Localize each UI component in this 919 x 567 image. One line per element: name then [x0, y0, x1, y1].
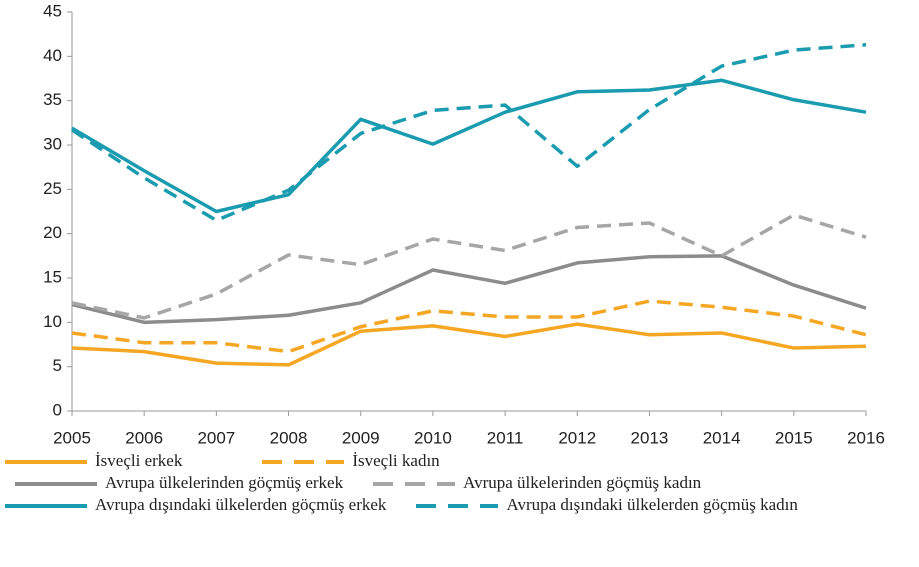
y-tick-label: 35: [43, 90, 62, 109]
legend-item: Avrupa ülkelerinden göçmüş erkek: [5, 473, 343, 492]
legend-item: İsveçli kadın: [182, 451, 440, 470]
legend-label: İsveçli erkek: [95, 451, 183, 470]
y-tick-label: 10: [43, 312, 62, 331]
legend-row: Avrupa dışındaki ülkelerden göçmüş erkek…: [5, 494, 917, 516]
y-tick-label: 25: [43, 179, 62, 198]
x-tick-label: 2012: [558, 428, 596, 447]
legend: İsveçli erkek İsveçli kadın Avrupa ülkeler…: [5, 450, 917, 516]
legend-row: Avrupa ülkelerinden göçmüş erkek Avrupa ü…: [5, 472, 917, 494]
series-line: [71, 78, 867, 214]
y-tick-label: 30: [43, 134, 62, 153]
x-tick-label: 2008: [270, 428, 308, 447]
x-tick-label: 2011: [487, 428, 524, 447]
y-tick-label: 45: [43, 1, 62, 20]
series-line: [71, 213, 867, 320]
legend-swatch: [416, 504, 499, 509]
y-tick-label: 20: [43, 223, 62, 242]
x-tick-label: 2005: [53, 428, 91, 447]
y-tick-label: 40: [43, 46, 62, 65]
legend-label: Avrupa dışındaki ülkelerden göçmüş kadın: [506, 495, 798, 514]
legend-swatch: [15, 482, 97, 487]
x-tick-label: 2009: [342, 428, 380, 447]
legend-label: Avrupa ülkelerinden göçmüş kadın: [463, 473, 702, 492]
legend-label: Avrupa ülkelerinden göçmüş erkek: [105, 473, 344, 492]
x-tick-label: 2007: [197, 428, 235, 447]
legend-swatch: [262, 460, 345, 465]
x-tick-label: 2006: [125, 428, 163, 447]
y-tick-label: 5: [53, 356, 62, 375]
legend-label: Avrupa dışındaki ülkelerden göçmüş erkek: [95, 495, 387, 514]
x-tick-label: 2013: [631, 428, 669, 447]
legend-item: Avrupa dışındaki ülkelerden göçmüş kadın: [386, 495, 798, 514]
series-line: [71, 299, 867, 354]
x-tick-label: 2014: [703, 428, 741, 447]
legend-swatch: [5, 504, 87, 509]
series-line: [71, 43, 867, 223]
series-line: [71, 254, 867, 325]
legend-item: Avrupa dışındaki ülkelerden göçmüş erkek: [5, 495, 386, 514]
legend-swatch: [5, 460, 87, 465]
series-line: [71, 322, 867, 367]
legend-row: İsveçli erkek İsveçli kadın: [5, 450, 917, 472]
chart: 0 5 10 15 20 25 30 35 40 45 2005 2006 2007 2008 2009 20…: [43, 1, 885, 447]
legend-item: Avrupa ülkelerinden göçmüş kadın: [343, 473, 701, 492]
y-tick-label: 15: [43, 267, 62, 286]
legend-swatch: [373, 482, 456, 487]
x-tick-label: 2015: [775, 428, 813, 447]
legend-item: İsveçli erkek: [5, 451, 182, 470]
x-tick-label: 2016: [847, 428, 885, 447]
legend-label: İsveçli kadın: [352, 451, 440, 470]
x-tick-label: 2010: [414, 428, 452, 447]
y-tick-label: 0: [53, 400, 62, 419]
